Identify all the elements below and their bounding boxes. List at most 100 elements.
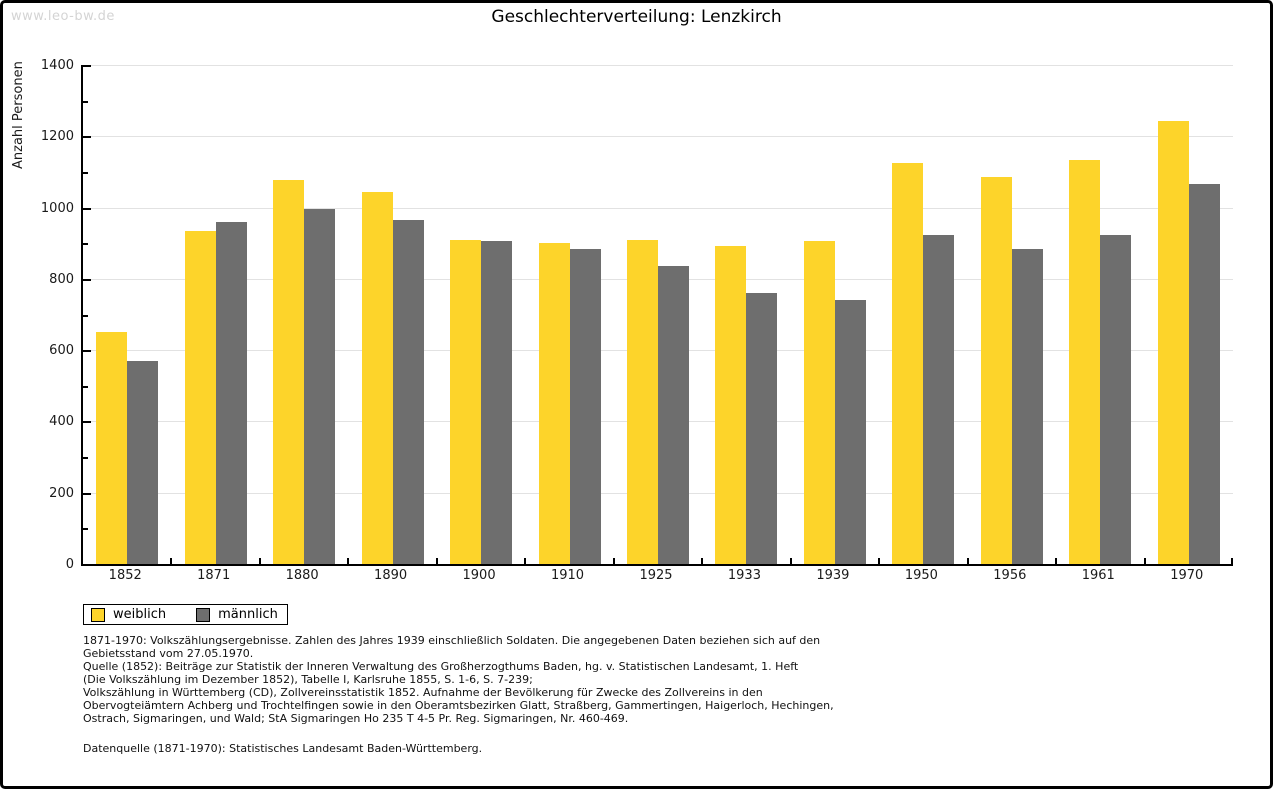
bar-group-1933 bbox=[702, 65, 790, 564]
bar-männlich-1852 bbox=[127, 361, 159, 564]
bar-group-1970 bbox=[1145, 65, 1233, 564]
chart-title: Geschlechterverteilung: Lenzkirch bbox=[491, 7, 782, 27]
y-major-tick-1000 bbox=[83, 208, 91, 210]
gridline-y-1000 bbox=[83, 208, 1233, 209]
bar-group-1880 bbox=[260, 65, 348, 564]
x-tick-label-1852: 1852 bbox=[108, 568, 142, 583]
gridline-y-1400 bbox=[83, 65, 1233, 66]
bar-group-1956 bbox=[968, 65, 1056, 564]
y-tick-label-200: 200 bbox=[49, 486, 74, 501]
x-axis-tick-labels: 1852 1871 1880 1890 1900 1910 1925 1933 1939 1950… bbox=[81, 568, 1231, 584]
x-boundary-tick-8 bbox=[790, 558, 792, 564]
bar-group-1852 bbox=[83, 65, 171, 564]
legend-swatch-männlich bbox=[196, 607, 211, 622]
bar-weiblich-1961 bbox=[1069, 160, 1101, 564]
y-minor-tick-700 bbox=[83, 315, 88, 317]
y-tick-label-400: 400 bbox=[49, 414, 74, 429]
y-major-tick-400 bbox=[83, 421, 91, 423]
legend-item-männlich: männlich bbox=[196, 607, 278, 622]
y-tick-label-1400: 1400 bbox=[40, 58, 74, 73]
bar-group-1939 bbox=[791, 65, 879, 564]
source-note-line: Volkszählung in Württemberg (CD), Zollve… bbox=[83, 686, 763, 699]
x-boundary-tick-12 bbox=[1144, 558, 1146, 564]
x-boundary-tick-4 bbox=[436, 558, 438, 564]
source-notes: 1871-1970: Volkszählungsergebnisse. Zahl… bbox=[83, 634, 834, 755]
bar-männlich-1871 bbox=[215, 222, 247, 564]
y-minor-tick-300 bbox=[83, 457, 88, 459]
bar-männlich-1890 bbox=[392, 220, 424, 564]
bar-männlich-1900 bbox=[481, 241, 513, 564]
legend-swatch-weiblich bbox=[91, 607, 105, 622]
legend-item-weiblich: weiblich bbox=[91, 607, 166, 622]
y-major-tick-200 bbox=[83, 493, 91, 495]
x-boundary-tick-end bbox=[1231, 558, 1233, 564]
bar-group-1890 bbox=[348, 65, 436, 564]
y-minor-tick-900 bbox=[83, 243, 88, 245]
y-major-tick-1400 bbox=[83, 65, 91, 67]
x-boundary-tick-5 bbox=[524, 558, 526, 564]
y-tick-label-1200: 1200 bbox=[40, 129, 74, 144]
chart-legend: weiblich männlich bbox=[83, 604, 288, 625]
y-minor-tick-1300 bbox=[83, 101, 88, 103]
y-tick-label-800: 800 bbox=[49, 272, 74, 287]
bar-group-1871 bbox=[171, 65, 259, 564]
legend-label-weiblich: weiblich bbox=[113, 607, 167, 622]
bar-männlich-1880 bbox=[304, 209, 336, 564]
x-tick-label-1900: 1900 bbox=[462, 568, 496, 583]
y-tick-label-1000: 1000 bbox=[40, 201, 74, 216]
y-tick-label-600: 600 bbox=[49, 343, 74, 358]
x-tick-label-1871: 1871 bbox=[197, 568, 231, 583]
bar-weiblich-1950 bbox=[892, 163, 924, 564]
bar-weiblich-1900 bbox=[450, 240, 482, 564]
bar-weiblich-1956 bbox=[980, 177, 1012, 564]
y-major-tick-600 bbox=[83, 350, 91, 352]
watermark-leo-bw: www.leo-bw.de bbox=[11, 9, 115, 24]
x-tick-label-1910: 1910 bbox=[550, 568, 585, 583]
bar-männlich-1933 bbox=[746, 293, 778, 564]
source-note-line: Ostrach, Sigmaringen, und Wald; StA Sigm… bbox=[83, 712, 629, 725]
gridline-y-1200 bbox=[83, 136, 1233, 137]
x-tick-label-1970: 1970 bbox=[1170, 568, 1204, 583]
x-tick-label-1961: 1961 bbox=[1081, 568, 1115, 583]
y-tick-label-0: 0 bbox=[65, 557, 74, 572]
x-boundary-tick-11 bbox=[1055, 558, 1057, 564]
bar-group-1950 bbox=[879, 65, 967, 564]
y-axis-tick-labels: 0 200 400 600 800 1000 1200 1400 bbox=[3, 58, 74, 572]
y-minor-tick-100 bbox=[83, 528, 88, 530]
bar-weiblich-1939 bbox=[803, 241, 835, 564]
x-boundary-tick-2 bbox=[259, 558, 261, 564]
x-tick-label-1933: 1933 bbox=[727, 568, 761, 583]
source-note-line: 1871-1970: Volkszählungsergebnisse. Zahl… bbox=[83, 634, 821, 647]
source-note-spacer bbox=[83, 725, 834, 742]
bar-weiblich-1852 bbox=[96, 332, 128, 564]
x-tick-label-1950: 1950 bbox=[904, 568, 938, 583]
data-source-line: Datenquelle (1871-1970): Statistisches L… bbox=[83, 742, 483, 755]
y-major-tick-800 bbox=[83, 279, 91, 281]
x-tick-label-1880: 1880 bbox=[285, 568, 319, 583]
bar-weiblich-1970 bbox=[1157, 121, 1189, 564]
bar-männlich-1970 bbox=[1188, 184, 1220, 564]
bar-männlich-1939 bbox=[834, 300, 866, 564]
bar-männlich-1950 bbox=[923, 235, 955, 564]
x-boundary-tick-1 bbox=[170, 558, 172, 564]
x-boundary-tick-3 bbox=[347, 558, 349, 564]
x-tick-label-1939: 1939 bbox=[816, 568, 850, 583]
bar-group-1925 bbox=[614, 65, 702, 564]
y-minor-tick-1100 bbox=[83, 172, 88, 174]
bar-männlich-1910 bbox=[569, 249, 601, 564]
source-note-line: (Die Volkszählung im Dezember 1852), Tab… bbox=[83, 673, 533, 686]
bar-weiblich-1933 bbox=[715, 246, 747, 564]
source-note-line: Gebietsstand vom 27.05.1970. bbox=[83, 647, 254, 660]
bar-weiblich-1871 bbox=[184, 231, 216, 564]
bar-weiblich-1880 bbox=[273, 180, 305, 564]
bar-weiblich-1890 bbox=[361, 192, 393, 564]
x-tick-label-1956: 1956 bbox=[993, 568, 1027, 583]
source-note-line: Obervogteiämtern Achberg und Trochtelfin… bbox=[83, 699, 834, 712]
legend-label-männlich: männlich bbox=[218, 607, 278, 622]
bar-group-1910 bbox=[525, 65, 613, 564]
y-major-tick-1200 bbox=[83, 136, 91, 138]
bar-weiblich-1910 bbox=[538, 243, 570, 564]
x-boundary-tick-9 bbox=[878, 558, 880, 564]
x-boundary-tick-10 bbox=[967, 558, 969, 564]
